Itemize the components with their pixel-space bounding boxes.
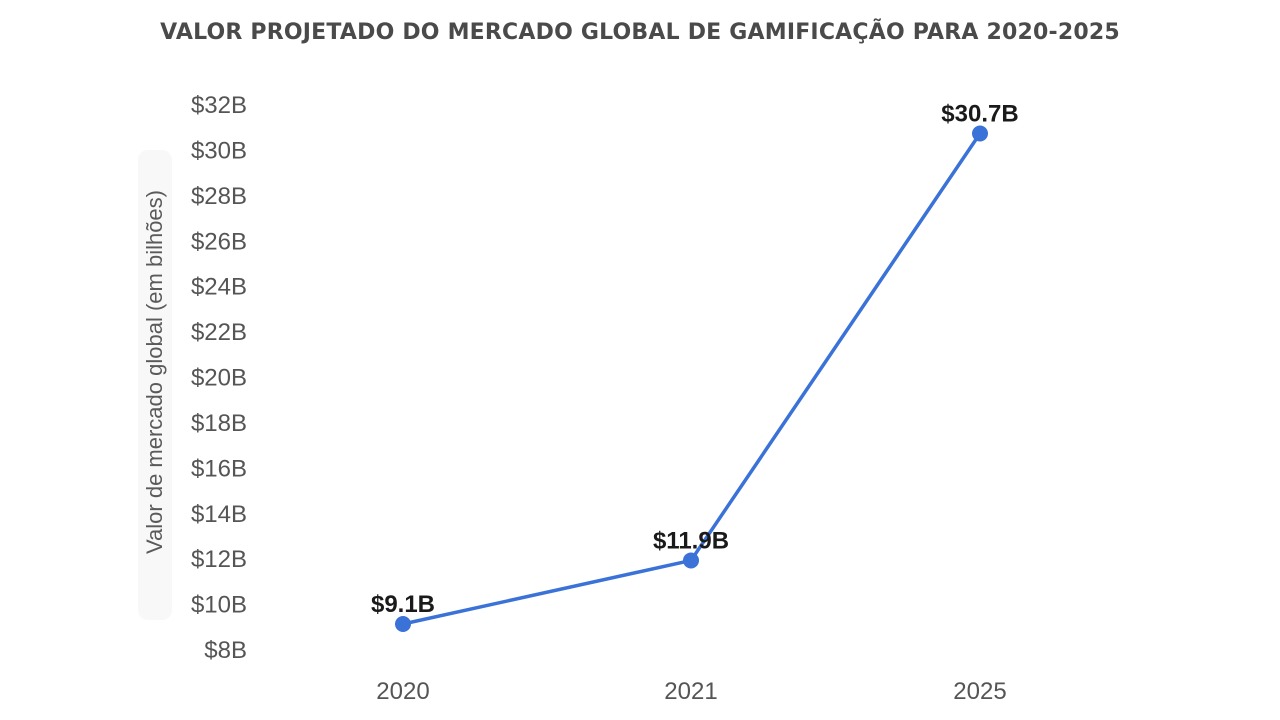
- y-tick-label: $30B: [191, 137, 247, 164]
- y-tick-label: $16B: [191, 455, 247, 482]
- y-tick-label: $14B: [191, 501, 247, 528]
- y-tick-label: $10B: [191, 592, 247, 619]
- y-tick-label: $26B: [191, 228, 247, 255]
- data-label: $11.9B: [653, 527, 729, 554]
- y-tick-label: $32B: [191, 92, 247, 119]
- y-tick-label: $8B: [204, 637, 247, 664]
- x-tick-label: 2021: [664, 678, 717, 705]
- chart-title: VALOR PROJETADO DO MERCADO GLOBAL DE GAM…: [160, 20, 1120, 45]
- y-tick-label: $18B: [191, 410, 247, 437]
- data-label-group: $9.1B $11.9B $30.7B: [371, 101, 1019, 618]
- y-tick-label: $12B: [191, 546, 247, 573]
- data-label: $9.1B: [371, 591, 435, 618]
- data-point: [972, 125, 988, 142]
- y-tick-label: $20B: [191, 365, 247, 392]
- y-tick-label: $22B: [191, 319, 247, 346]
- y-tick-label: $24B: [191, 274, 247, 301]
- x-tick-label: 2020: [376, 678, 429, 705]
- data-label: $30.7B: [941, 101, 1018, 128]
- x-axis-ticks: 2020 2021 2025: [376, 678, 1006, 705]
- data-point: [395, 616, 411, 633]
- y-tick-label: $28B: [191, 183, 247, 210]
- y-axis-label-background: [138, 150, 172, 620]
- y-axis-ticks: $8B $10B $12B $14B $16B $18B $20B $22B $24B $26B $…: [191, 92, 247, 664]
- data-point: [683, 552, 699, 569]
- series-line-group: [395, 125, 988, 633]
- x-tick-label: 2025: [953, 678, 1006, 705]
